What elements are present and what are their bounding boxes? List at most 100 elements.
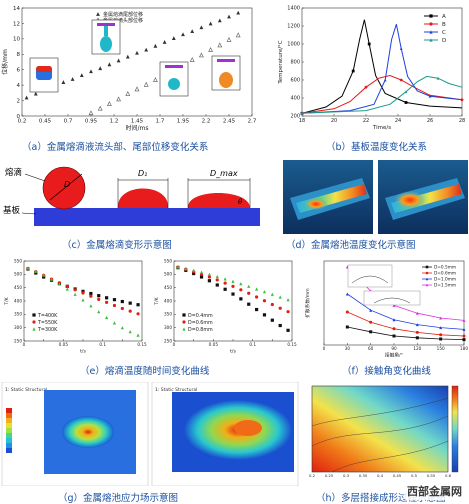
inset-drop-4 [219, 72, 233, 88]
x-tick-label: 0.45 [393, 473, 402, 478]
data-point [24, 95, 29, 100]
x-tick-label: 0.95 [85, 119, 98, 125]
stress-field-diagram: 1: Static Structural 1: Static Structura… [1, 381, 299, 487]
y-tick-label: 300 [14, 325, 22, 330]
data-point [207, 272, 211, 276]
chart-h: 0.2 0.25 0.3 0.35 0.4 0.45 0.5 0.55 0.6 [309, 385, 459, 478]
data-point [181, 32, 185, 37]
data-point [125, 54, 130, 59]
x-tick-label: 180 [460, 346, 468, 351]
x-tick-label: 90 [391, 346, 397, 351]
legend-entry: C [442, 30, 446, 36]
legend-entry: B [442, 22, 446, 28]
data-point [199, 275, 204, 279]
legend-entry: D=1.0mm [434, 277, 456, 283]
data-point [278, 295, 282, 299]
substrate-label: 基板 [3, 205, 21, 216]
y-tick-label: 400 [14, 298, 22, 303]
x-tick-label: 0.35 [359, 473, 368, 478]
data-point [429, 30, 433, 34]
data-point [65, 287, 69, 291]
data-point [105, 315, 109, 320]
data-point [369, 330, 373, 334]
contour-line-1 [311, 415, 449, 447]
data-point [255, 295, 259, 299]
data-point [439, 333, 443, 337]
data-point [369, 320, 373, 324]
inset-stream-2 [104, 26, 108, 36]
data-point [462, 334, 466, 338]
data-point [73, 292, 77, 296]
data-point [135, 50, 139, 55]
data-point [262, 299, 267, 303]
data-point [286, 298, 290, 302]
y-tick-label: 200 [290, 114, 300, 120]
data-point [236, 10, 241, 15]
d1-label: D₁ [138, 169, 147, 178]
inset-nozzle-2 [97, 23, 115, 26]
data-point [436, 76, 440, 80]
x-tick-label: 0.55 [427, 473, 436, 478]
data-point [428, 94, 432, 98]
data-point [125, 91, 131, 96]
data-point [33, 91, 38, 96]
legend-entry: D [442, 38, 446, 44]
data-point [404, 101, 408, 104]
series-line [347, 311, 465, 337]
data-point [32, 313, 36, 317]
x-tick-label: 0.1 [99, 342, 106, 347]
data-point [105, 296, 109, 300]
thermal-hotspot-right [394, 191, 426, 209]
caption-d: （d）金属熔池温度变化示意图 [286, 240, 416, 251]
data-point [231, 284, 235, 288]
y-tick-label: 1400 [287, 6, 300, 12]
droplet-d-label: D [64, 180, 70, 189]
formula-drop-sketch-1 [351, 275, 389, 284]
data-point [89, 291, 93, 296]
y-axis-label: Temperature/°C [278, 40, 284, 84]
droplet-diameter-line [49, 173, 83, 201]
data-point [247, 284, 251, 288]
data-point [182, 313, 186, 317]
data-point [112, 321, 117, 325]
data-point [182, 327, 186, 331]
data-point [120, 299, 124, 304]
data-point [278, 306, 282, 310]
chart-e2: 0 0.05 0.1 0.15 250 300 350 400 450 500 550 t/s T/K D… [154, 258, 297, 354]
molten-pool-temperature-image [283, 160, 468, 234]
data-point [270, 292, 274, 296]
data-point [215, 278, 219, 282]
x-tick-label: 0.5 [411, 473, 418, 478]
series-line-D [301, 75, 463, 114]
y-tick-label: 1000 [287, 42, 300, 48]
x-tick-label: 1.7 [156, 119, 165, 125]
panel-c: D 熔滴 基板 D₁ D_max θ （c）金属熔滴变形示意图 [0, 158, 262, 253]
inset-drop-3 [168, 78, 180, 90]
data-point [262, 313, 267, 317]
data-point [79, 73, 84, 78]
x-tick-label: 150 [437, 346, 445, 351]
data-point [425, 283, 429, 287]
panel-f: 0 30 60 90 120 150 180 接触角/° 扩散系数/mm D=0.5mm D=0.6… [302, 255, 469, 377]
y-tick-label: 12 [13, 21, 20, 27]
data-point [112, 303, 117, 308]
panel-b: 18 20 22 24 26 28 200 400 600 800 1000 1200 1400 Time… [268, 0, 469, 153]
panel-h: 0.2 0.25 0.3 0.35 0.4 0.45 0.5 0.55 0.6 （h）多层搭接成… [302, 382, 469, 504]
fea-right-pool-core [234, 420, 262, 436]
data-point [227, 14, 231, 19]
data-point [217, 42, 223, 48]
droplet-sphere [42, 166, 86, 210]
legend-entry: A [442, 14, 446, 20]
x-tick-label: 60 [368, 346, 374, 351]
data-point [255, 287, 259, 291]
x-tick-label: 1.95 [177, 119, 190, 125]
data-point [270, 318, 274, 322]
legend-entry: D=0.6mm [188, 320, 213, 326]
y-tick-label: 600 [290, 78, 300, 84]
data-point [97, 310, 101, 314]
series-line [347, 293, 465, 330]
y-tick-label: 550 [14, 258, 22, 263]
legend-entry: D=0.6mm [434, 271, 456, 277]
fea-left-colorbar [6, 408, 12, 453]
x-tick-label: 0.25 [325, 473, 334, 478]
